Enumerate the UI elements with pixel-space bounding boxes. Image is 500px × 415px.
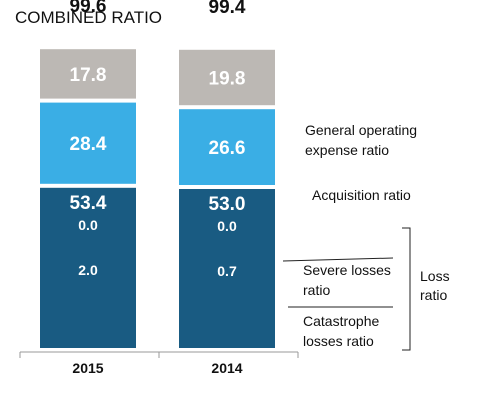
legend-loss-line1: Loss bbox=[420, 268, 450, 284]
legend-acquisition: Acquisition ratio bbox=[312, 187, 411, 203]
legend-catastrophe-line2: losses ratio bbox=[303, 333, 374, 349]
x-tick-label-2015: 2015 bbox=[72, 360, 103, 376]
total-label-2015: 99.6 bbox=[70, 0, 107, 17]
bar-segment-acquisition-2014 bbox=[179, 109, 275, 185]
data-label-catastrophe-2014: 0.7 bbox=[217, 263, 237, 279]
data-label-general-2014: 19.8 bbox=[209, 69, 246, 90]
total-label-2014: 99.4 bbox=[209, 0, 246, 18]
legend-loss-line2: ratio bbox=[420, 287, 447, 303]
data-label-loss-2015: 53.4 bbox=[70, 193, 107, 214]
bar-segment-loss-2015 bbox=[40, 187, 136, 348]
bar-segment-acquisition-2015 bbox=[40, 102, 136, 184]
legend-severe-line1: Severe losses bbox=[303, 262, 391, 278]
data-label-catastrophe-2015: 2.0 bbox=[78, 262, 98, 278]
bar-segment-loss-2014 bbox=[179, 189, 275, 348]
legend-general-line1: General operating bbox=[305, 122, 417, 138]
loss-ratio-bracket bbox=[402, 227, 411, 351]
data-label-general-2015: 17.8 bbox=[70, 65, 107, 86]
data-label-acquisition-2014: 26.6 bbox=[209, 138, 246, 159]
x-tick-label-2014: 2014 bbox=[211, 360, 242, 376]
legend-catastrophe-line1: Catastrophe bbox=[303, 313, 379, 329]
leader-line-severe bbox=[282, 257, 394, 262]
bar-segment-general-2014 bbox=[179, 49, 275, 106]
data-label-severe-2015: 0.0 bbox=[78, 217, 98, 233]
legend-severe-line2: ratio bbox=[303, 282, 330, 298]
data-label-loss-2014: 53.0 bbox=[209, 194, 246, 215]
bar-segment-general-2015 bbox=[40, 49, 136, 99]
legend-general-line2: expense ratio bbox=[305, 142, 389, 158]
data-label-acquisition-2015: 28.4 bbox=[70, 134, 107, 155]
data-label-severe-2014: 0.0 bbox=[217, 218, 237, 234]
chart-title: COMBINED RATIO bbox=[15, 8, 162, 27]
